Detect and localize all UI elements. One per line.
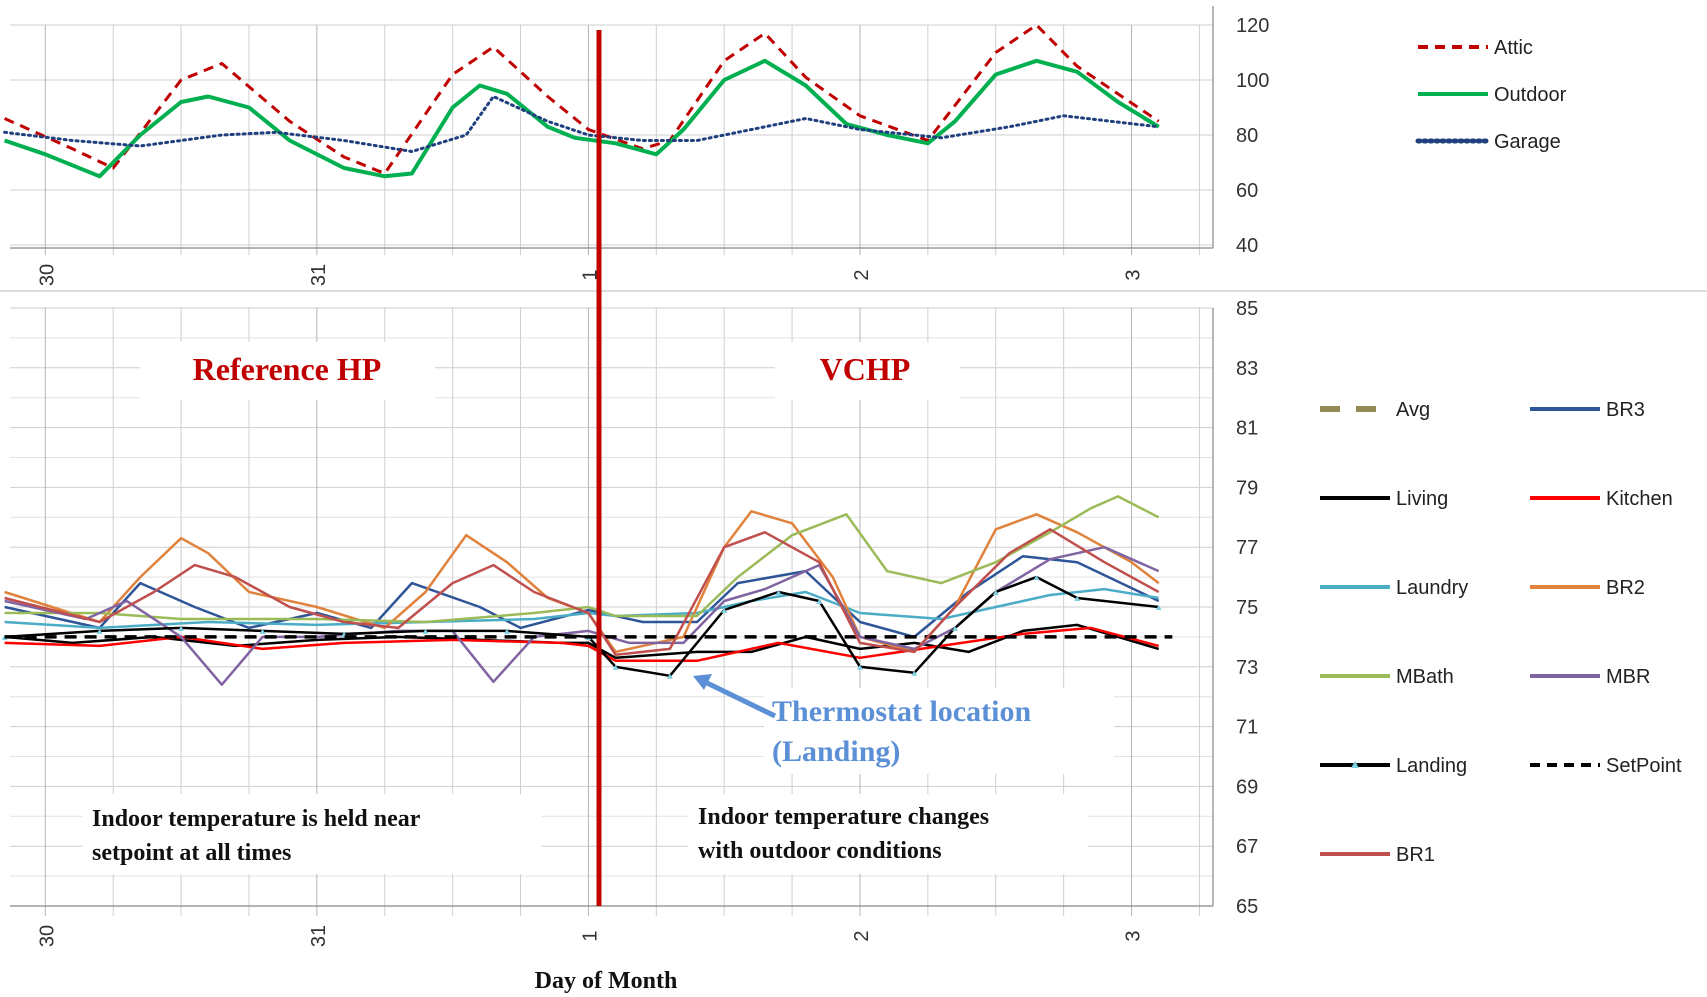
bottom-x-tick-labels: 30 31 1 2 3 bbox=[36, 925, 1144, 947]
x-tick-label: 3 bbox=[1123, 269, 1145, 280]
landing-marker bbox=[952, 625, 959, 631]
thermostat-label-bg bbox=[764, 688, 1114, 774]
x-tick-label: 31 bbox=[308, 925, 330, 947]
y-tick-label: 65 bbox=[1236, 896, 1258, 918]
y-tick-label: 83 bbox=[1236, 358, 1258, 380]
reference-title-bg bbox=[140, 342, 435, 400]
landing-marker bbox=[1155, 605, 1162, 610]
series-mbr-line bbox=[4, 545, 1160, 686]
right-note-bg bbox=[688, 794, 1088, 874]
x-tick-label: 30 bbox=[36, 925, 58, 947]
top-x-tick-labels: 30 31 1 2 3 bbox=[36, 264, 1144, 286]
bottom-legend: Avg BR3 Living Kitchen Laundry BR2 MBath MBR Lan… bbox=[1320, 399, 1682, 866]
legend-label-garage: Garage bbox=[1494, 131, 1561, 153]
legend-label-br3: BR3 bbox=[1606, 399, 1645, 421]
landing-marker bbox=[503, 628, 510, 634]
thermostat-label-line2: (Landing) bbox=[772, 735, 900, 768]
right-note-line2: with outdoor conditions bbox=[698, 838, 942, 864]
landing-marker bbox=[178, 625, 185, 631]
x-tick-label: 31 bbox=[308, 264, 330, 286]
y-tick-label: 77 bbox=[1236, 537, 1258, 559]
thermostat-arrow-shaft bbox=[703, 679, 777, 719]
y-tick-label: 60 bbox=[1236, 180, 1258, 202]
landing-marker bbox=[259, 628, 266, 634]
x-tick-label: 30 bbox=[36, 264, 58, 286]
landing-marker bbox=[911, 670, 918, 676]
y-tick-label: 80 bbox=[1236, 125, 1258, 147]
series-living-line bbox=[4, 623, 1160, 660]
y-tick-label: 100 bbox=[1236, 70, 1269, 92]
series-laundry-line bbox=[4, 587, 1159, 630]
y-tick-label: 69 bbox=[1236, 776, 1258, 798]
left-note-line1: Indoor temperature is held near bbox=[92, 806, 421, 832]
vchp-title-bg bbox=[775, 342, 960, 400]
vchp-title: VCHP bbox=[820, 351, 911, 387]
y-tick-label: 120 bbox=[1236, 15, 1269, 37]
x-tick-label: 2 bbox=[851, 930, 873, 941]
thermostat-label-line1: Thermostat location bbox=[772, 695, 1031, 728]
series-br1-line bbox=[4, 528, 1160, 657]
x-tick-label: 1 bbox=[579, 930, 601, 941]
y-tick-label: 40 bbox=[1236, 235, 1258, 257]
top-series-lines bbox=[3, 23, 1161, 179]
landing-marker bbox=[721, 607, 728, 613]
series-garage-line bbox=[3, 95, 1161, 153]
legend-label-setpoint: SetPoint bbox=[1606, 755, 1682, 777]
landing-marker bbox=[96, 628, 103, 634]
legend-label-br2: BR2 bbox=[1606, 577, 1645, 599]
right-note-line1: Indoor temperature changes bbox=[698, 804, 989, 830]
left-note-line2: setpoint at all times bbox=[92, 840, 291, 866]
x-axis-title: Day of Month bbox=[535, 968, 678, 994]
y-tick-label: 85 bbox=[1236, 298, 1258, 320]
legend-label-mbr: MBR bbox=[1606, 666, 1650, 688]
landing-marker bbox=[856, 664, 863, 670]
landing-marker bbox=[1074, 596, 1081, 602]
legend-marker bbox=[1351, 761, 1359, 768]
legend-label-landing: Landing bbox=[1396, 755, 1467, 777]
reference-hp-title: Reference HP bbox=[193, 351, 382, 387]
bottom-series-lines bbox=[1, 495, 1173, 686]
series-attic-line bbox=[3, 23, 1160, 175]
legend-label-mbath: MBath bbox=[1396, 666, 1454, 688]
landing-marker bbox=[1033, 575, 1040, 581]
landing-marker bbox=[992, 590, 999, 596]
y-tick-label: 81 bbox=[1236, 418, 1258, 440]
left-note-bg bbox=[82, 794, 542, 874]
top-y-tick-labels: 40 60 80 100 120 bbox=[1236, 15, 1269, 257]
landing-marker bbox=[816, 599, 823, 605]
y-tick-label: 67 bbox=[1236, 836, 1258, 858]
legend-label-laundry: Laundry bbox=[1396, 577, 1468, 599]
landing-marker bbox=[422, 628, 429, 634]
series-br2-line bbox=[4, 510, 1160, 654]
x-tick-label: 2 bbox=[851, 269, 873, 280]
legend-label-kitchen: Kitchen bbox=[1606, 488, 1673, 510]
series-mbath-line bbox=[4, 495, 1160, 624]
legend-label-br1: BR1 bbox=[1396, 844, 1435, 866]
x-tick-label: 1 bbox=[579, 269, 601, 280]
y-tick-label: 73 bbox=[1236, 657, 1258, 679]
landing-marker bbox=[612, 664, 619, 670]
legend-label-living: Living bbox=[1396, 488, 1448, 510]
legend-label-attic: Attic bbox=[1494, 37, 1533, 59]
bottom-y-tick-labels: 65 67 69 71 73 75 77 79 81 83 85 bbox=[1236, 298, 1258, 918]
series-landing-line bbox=[4, 575, 1159, 678]
legend-label-outdoor: Outdoor bbox=[1494, 84, 1567, 106]
y-tick-label: 79 bbox=[1236, 477, 1258, 499]
series-br3-line bbox=[4, 554, 1160, 639]
landing-marker bbox=[666, 673, 673, 679]
series-outdoor-line bbox=[3, 58, 1160, 179]
landing-marker bbox=[775, 590, 782, 596]
thermostat-arrow-head bbox=[693, 674, 712, 690]
top-legend: Attic Outdoor Garage bbox=[1415, 37, 1567, 153]
legend-label-avg: Avg bbox=[1396, 399, 1430, 421]
x-tick-label: 3 bbox=[1123, 930, 1145, 941]
y-tick-label: 75 bbox=[1236, 597, 1258, 619]
y-tick-label: 71 bbox=[1236, 717, 1258, 739]
